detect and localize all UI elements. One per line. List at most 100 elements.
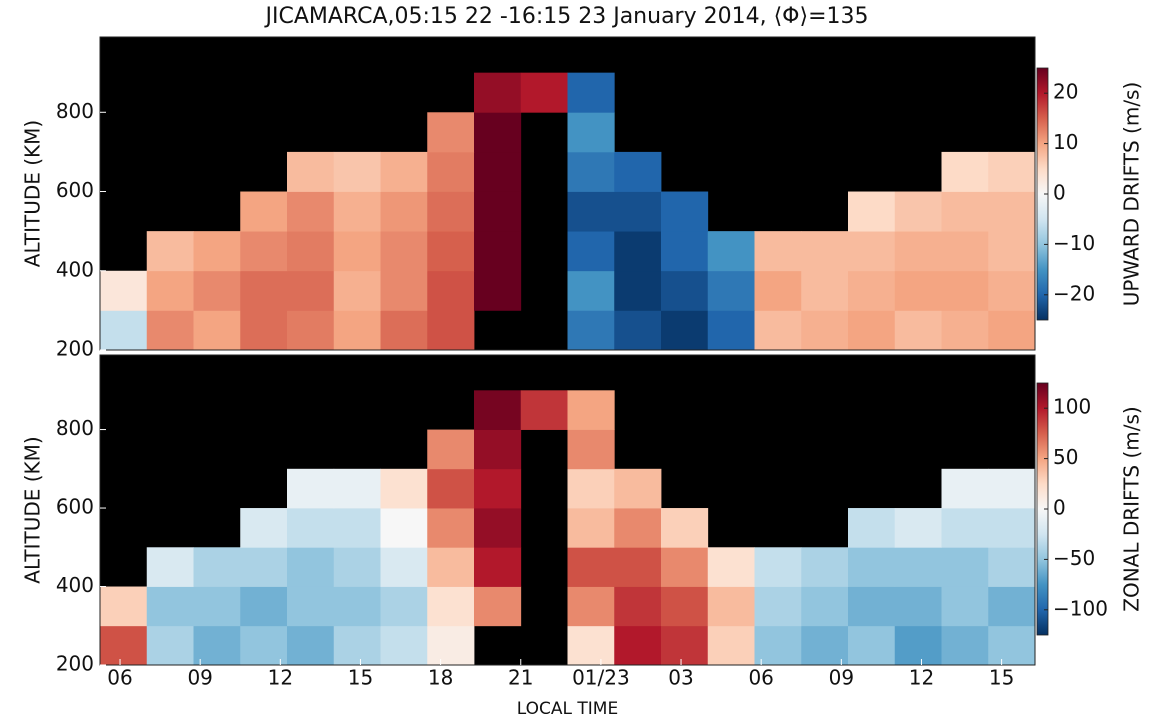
heatmap-cell [941,270,989,311]
heatmap-cell [474,231,522,272]
y-tick-label: 800 [56,99,94,123]
heatmap-cell [100,310,148,351]
heatmap-cell [614,151,662,192]
heatmap-cell [287,191,335,232]
heatmap-cell [661,191,709,232]
heatmap-cell [988,191,1036,232]
heatmap-cell [380,191,428,232]
heatmap-cell [427,468,475,509]
colorbar-label: ZONAL DRIFTS (m/s) [1120,406,1144,611]
heatmap-cell [941,625,989,666]
heatmap-cell [427,270,475,311]
heatmap-cell [333,547,381,587]
heatmap-cell [240,586,288,627]
heatmap-cell [661,270,709,311]
heatmap-cell [754,231,802,272]
heatmap-cell [988,586,1036,627]
heatmap-cell [848,625,896,666]
heatmap-cell [754,270,802,311]
heatmap-cell [474,151,522,192]
x-tick-label: 06 [748,666,773,690]
heatmap-cell [333,270,381,311]
heatmap-cell [567,310,615,351]
y-axis-label: ALTITUDE (KM) [21,436,45,583]
y-tick-label: 200 [56,337,94,361]
colorbar-tick-label: −20 [1053,281,1095,305]
heatmap-cell [754,586,802,627]
heatmap-cell [941,151,989,192]
heatmap-cell [474,112,522,153]
heatmap-cell [614,508,662,548]
heatmap-cell [146,270,194,311]
heatmap-cell [614,468,662,509]
heatmap-cell [848,270,896,311]
heatmap-cell [661,586,709,627]
heatmap-cell [193,310,241,351]
heatmap-cell [427,547,475,587]
heatmap-cell [567,468,615,509]
heatmap-cell [567,231,615,272]
colorbar-tick-label: 0 [1053,181,1066,205]
heatmap-cell [427,231,475,272]
heatmap-cell [988,625,1036,666]
colorbar-tick-label: 0 [1053,496,1066,520]
heatmap-cell [754,310,802,351]
heatmap-cell [100,270,148,311]
heatmap-cell [333,586,381,627]
heatmap-cell [567,586,615,627]
x-tick-label: 09 [829,666,854,690]
heatmap-cell [567,508,615,548]
heatmap-cell [661,508,709,548]
heatmap-cell [801,231,849,272]
heatmap-cell [707,270,755,311]
heatmap-cell [380,310,428,351]
heatmap-cell [894,586,942,627]
heatmap-cell [146,310,194,351]
x-tick-label: 09 [187,666,212,690]
heatmap-cell [894,310,942,351]
heatmap-cell [287,468,335,509]
heatmap-cell [941,231,989,272]
heatmap-cell [988,310,1036,351]
heatmap-cell [333,231,381,272]
heatmap-cell [474,270,522,311]
heatmap-cell [801,586,849,627]
heatmap-cell [380,468,428,509]
heatmap-cell [801,625,849,666]
heatmap-cell [427,112,475,153]
x-tick-label: 15 [989,666,1014,690]
heatmap-cell [801,310,849,351]
heatmap-cell [240,625,288,666]
y-tick-label: 400 [56,257,94,281]
heatmap-cell [287,151,335,192]
heatmap-cell [474,586,522,627]
colorbar-tick-label: 50 [1053,445,1078,469]
heatmap-cell [287,310,335,351]
heatmap-cell [988,547,1036,587]
y-axis-label: ALTITUDE (KM) [21,120,45,267]
heatmap-cell [567,72,615,113]
heatmap-cell [193,270,241,311]
x-tick-label: 21 [508,666,533,690]
heatmap-cell [380,151,428,192]
heatmap-cell [427,310,475,351]
heatmap-cell [661,231,709,272]
heatmap-cell [520,72,568,113]
chart-title: JICAMARCA,05:15 22 -16:15 23 January 201… [264,4,869,29]
heatmap-cell [380,625,428,666]
heatmap-cell [707,231,755,272]
heatmap-cell [100,586,148,627]
heatmap-cell [240,508,288,548]
heatmap-cell [988,508,1036,548]
heatmap-cell [614,231,662,272]
colorbar-tick-label: −50 [1053,546,1095,570]
heatmap-cell [380,231,428,272]
heatmap-cell [988,270,1036,311]
heatmap-cell [894,191,942,232]
y-tick-label: 800 [56,416,94,440]
heatmap-cell [614,310,662,351]
heatmap-cell [941,468,989,509]
heatmap-cell [614,547,662,587]
colorbar-tick-label: −10 [1053,231,1095,255]
